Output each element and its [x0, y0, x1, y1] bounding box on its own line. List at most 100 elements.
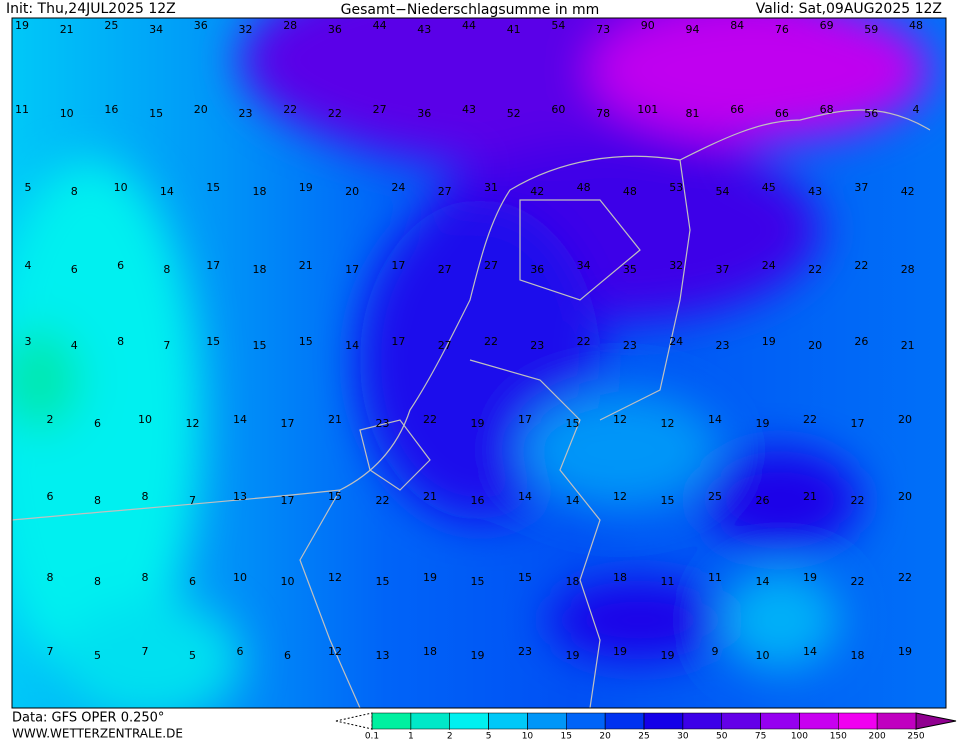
precip-value: 21: [328, 413, 342, 426]
precip-value: 32: [239, 23, 253, 36]
precip-value: 7: [47, 645, 54, 658]
precip-value: 23: [530, 339, 544, 352]
precip-value: 26: [854, 335, 868, 348]
precip-value: 17: [391, 259, 405, 272]
precip-value: 19: [566, 649, 580, 662]
precip-value: 23: [623, 339, 637, 352]
precip-value: 4: [71, 339, 78, 352]
precip-value: 101: [637, 103, 658, 116]
under-arrow: [335, 712, 373, 730]
precip-value: 23: [518, 645, 532, 658]
precip-value: 90: [641, 19, 655, 32]
legend-swatch: [876, 712, 917, 730]
precip-value: 8: [142, 490, 149, 503]
precip-value: 17: [206, 259, 220, 272]
precip-value: 7: [163, 339, 170, 352]
legend-swatch: [721, 712, 761, 730]
precip-value: 19: [423, 571, 437, 584]
precip-value: 8: [142, 571, 149, 584]
precip-value: 8: [117, 335, 124, 348]
legend-label: 20: [599, 732, 611, 741]
precip-value: 73: [596, 23, 610, 36]
precip-value: 20: [194, 103, 208, 116]
legend-label: 15: [561, 732, 572, 741]
precip-value: 14: [708, 413, 722, 426]
precip-value: 6: [189, 575, 196, 588]
precip-value: 27: [438, 263, 452, 276]
precip-value: 32: [669, 259, 683, 272]
legend-label: 0.1: [365, 732, 379, 741]
precip-value: 18: [613, 571, 627, 584]
precip-value: 15: [253, 339, 267, 352]
precip-value: 53: [669, 181, 683, 194]
precip-value: 13: [376, 649, 390, 662]
precip-value: 48: [577, 181, 591, 194]
precip-value: 15: [376, 575, 390, 588]
precip-value: 8: [47, 571, 54, 584]
precip-value: 14: [756, 575, 770, 588]
precip-value: 14: [518, 490, 532, 503]
precip-value: 17: [391, 335, 405, 348]
precip-value: 11: [708, 571, 722, 584]
precip-value: 21: [901, 339, 915, 352]
legend-swatch: [566, 712, 606, 730]
precip-value: 21: [423, 490, 437, 503]
precip-value: 19: [803, 571, 817, 584]
precip-value: 22: [851, 575, 865, 588]
precip-value: 76: [775, 23, 789, 36]
precip-value: 19: [661, 649, 675, 662]
precip-value: 66: [730, 103, 744, 116]
precip-value: 60: [551, 103, 565, 116]
legend-swatch: [760, 712, 800, 730]
precip-value: 11: [15, 103, 29, 116]
precip-value: 19: [299, 181, 313, 194]
precip-value: 8: [94, 575, 101, 588]
precip-value: 12: [328, 571, 342, 584]
precip-value: 54: [551, 19, 565, 32]
precip-value: 94: [686, 23, 700, 36]
precip-value: 69: [820, 19, 834, 32]
legend-swatch: [604, 712, 645, 730]
precip-value: 25: [104, 19, 118, 32]
precip-value: 6: [117, 259, 124, 272]
precip-value: 15: [206, 181, 220, 194]
precip-value: 15: [149, 107, 163, 120]
precip-value: 36: [194, 19, 208, 32]
precip-value: 8: [94, 494, 101, 507]
precip-value: 19: [613, 645, 627, 658]
precip-value: 15: [328, 490, 342, 503]
precip-value: 18: [566, 575, 580, 588]
precip-value: 20: [898, 490, 912, 503]
precip-value: 34: [149, 23, 163, 36]
legend-swatch: [449, 712, 489, 730]
precip-value: 56: [864, 107, 878, 120]
precip-value: 18: [423, 645, 437, 658]
legend-label: 30: [677, 732, 689, 741]
precip-value: 22: [484, 335, 498, 348]
precip-value: 14: [233, 413, 247, 426]
legend-label: 50: [716, 732, 728, 741]
precip-value: 48: [623, 185, 637, 198]
precip-value: 17: [518, 413, 532, 426]
legend-label: 5: [486, 732, 492, 741]
precip-value: 84: [730, 19, 744, 32]
legend-label: 200: [869, 732, 886, 741]
legend-swatch: [371, 712, 412, 730]
precip-value: 17: [281, 494, 295, 507]
legend-label: 2: [447, 732, 453, 741]
precip-value: 36: [530, 263, 544, 276]
map-background: [12, 18, 946, 708]
precip-value: 18: [253, 185, 267, 198]
precip-value: 14: [345, 339, 359, 352]
precip-value: 21: [803, 490, 817, 503]
precip-value: 23: [239, 107, 253, 120]
over-arrow: [915, 712, 957, 730]
legend-swatch: [643, 712, 684, 730]
precip-value: 36: [417, 107, 431, 120]
precip-value: 10: [233, 571, 247, 584]
precip-value: 17: [345, 263, 359, 276]
precip-value: 27: [438, 339, 452, 352]
init-label: Init: Thu,24JUL2025 12Z: [6, 1, 176, 17]
color-legend: 0.1 1 2 5 10 15 20 25 30 50 75 100 150 200 250: [335, 712, 957, 741]
